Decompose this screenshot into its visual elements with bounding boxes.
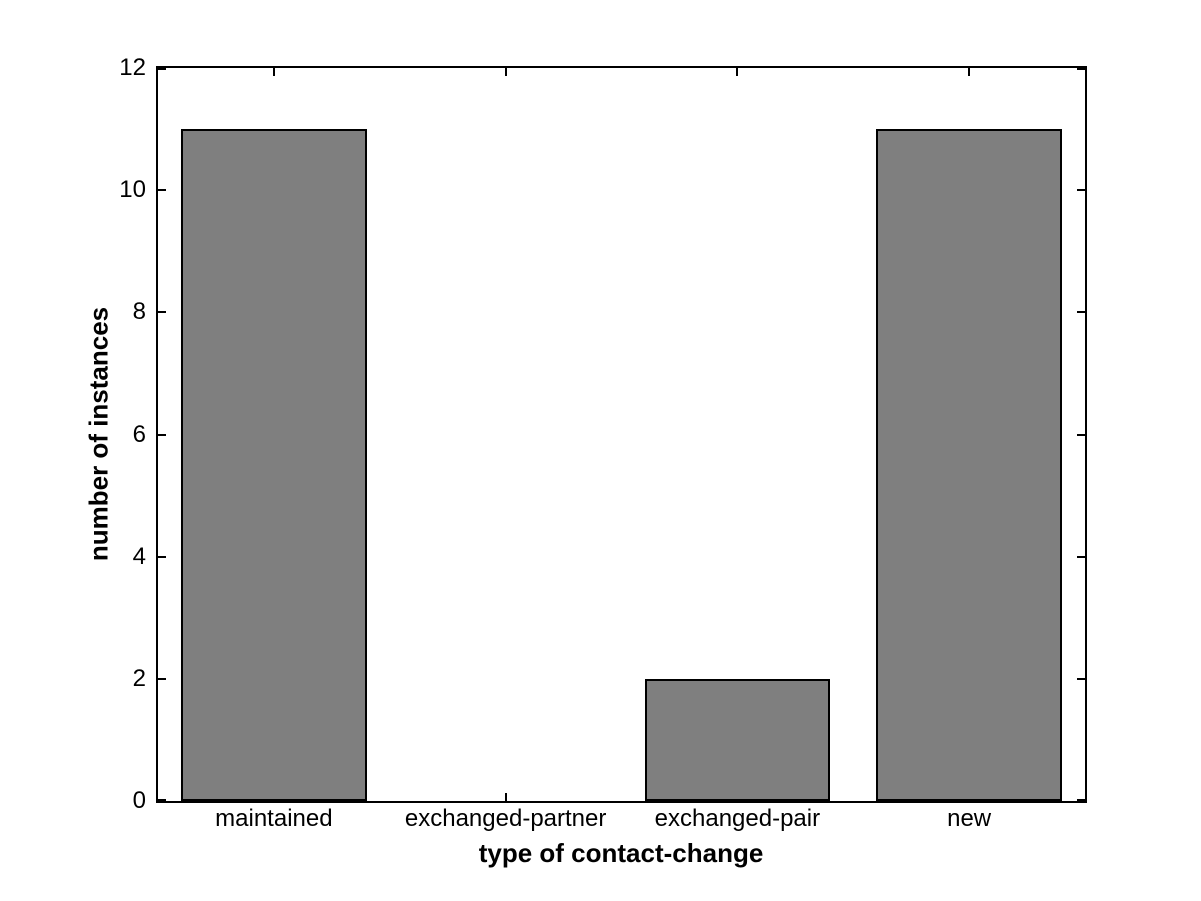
y-tick-left (158, 68, 166, 70)
x-tick-label-exchanged-pair: exchanged-pair (654, 805, 821, 832)
y-tick-right (1077, 677, 1085, 680)
x-tick-top (272, 68, 275, 76)
y-tick-left (158, 433, 166, 436)
plot-area (156, 66, 1087, 803)
x-tick-bottom (504, 793, 507, 801)
x-tick-label-maintained: maintained (215, 805, 333, 832)
y-tick-left (158, 189, 166, 192)
y-tick-label: 6 (132, 420, 146, 448)
y-tick-right (1077, 311, 1085, 314)
x-axis-label: type of contact-change (478, 838, 764, 868)
y-tick-label: 4 (132, 542, 146, 570)
y-tick-label: 10 (119, 176, 146, 204)
bar-new (876, 129, 1062, 801)
bar-exchanged-pair (644, 678, 831, 801)
y-tick-label: 8 (132, 298, 146, 326)
y-tick-left (158, 677, 166, 680)
y-tick-left (158, 799, 166, 801)
x-tick-label-exchanged-partner: exchanged-partner (404, 805, 607, 832)
x-tick-top (968, 68, 971, 76)
y-tick-right (1077, 68, 1085, 70)
x-tick-top (504, 68, 507, 76)
x-tick-label-new: new (947, 805, 992, 832)
y-tick-left (158, 555, 166, 558)
y-tick-label: 2 (132, 664, 146, 692)
y-tick-left (158, 311, 166, 314)
bar-maintained (181, 129, 367, 801)
y-tick-right (1077, 433, 1085, 436)
y-tick-label: 0 (132, 787, 146, 814)
y-tick-right (1077, 799, 1085, 801)
y-tick-right (1077, 555, 1085, 558)
y-tick-right (1077, 189, 1085, 192)
x-tick-top (736, 68, 739, 76)
y-tick-label: 12 (119, 54, 146, 81)
